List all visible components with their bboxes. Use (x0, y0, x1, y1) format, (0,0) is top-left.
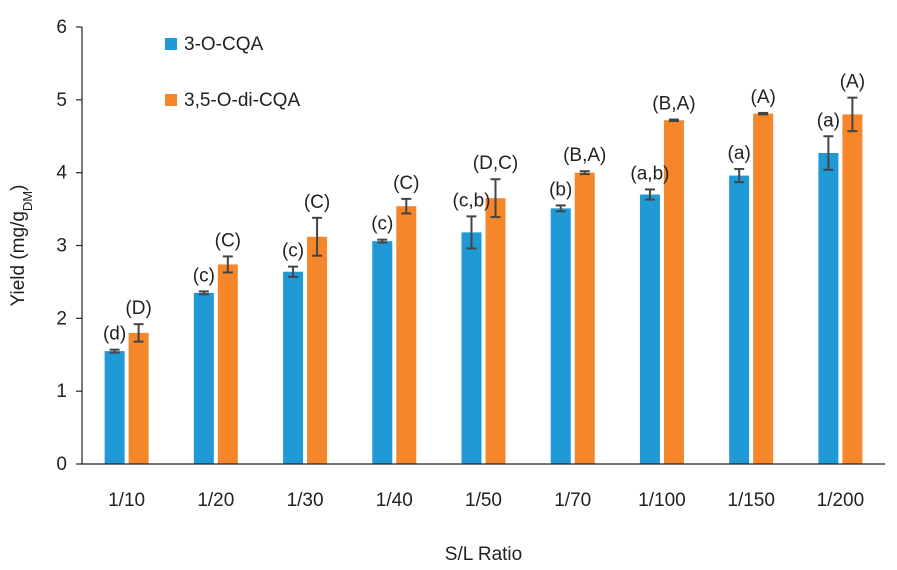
y-tick-label: 5 (56, 90, 67, 111)
bars (104, 96, 863, 465)
significance-label: (d) (103, 324, 126, 345)
bar (396, 206, 417, 465)
legend-label-3-5-o-di-cqa: 3,5-O-di-CQA (184, 90, 300, 111)
bar (283, 271, 304, 464)
bar (842, 114, 863, 465)
significance-label: (B,A) (652, 93, 695, 114)
bar (753, 113, 774, 465)
y-tick-labels: 0 1 2 3 4 5 6 (56, 17, 82, 475)
significance-label: (C) (393, 173, 419, 194)
y-axis-title: Yield (mg/gDM) (8, 185, 35, 307)
legend-swatch-3-o-cqa (165, 38, 177, 50)
y-tick-label: 1 (56, 381, 67, 402)
x-axis-title: S/L Ratio (445, 544, 522, 565)
y-tick-label: 2 (56, 308, 67, 329)
legend: 3-O-CQA 3,5-O-di-CQA (165, 34, 300, 111)
x-tick-label: 1/150 (727, 490, 775, 511)
significance-label: (c,b) (453, 190, 491, 211)
bar (485, 198, 506, 465)
y-tick-label: 0 (56, 454, 67, 475)
significance-label: (C) (215, 230, 241, 251)
bar (104, 351, 125, 464)
significance-label: (A) (751, 87, 776, 108)
y-tick-label: 4 (56, 163, 67, 184)
significance-label: (a,b) (630, 163, 669, 184)
bar (663, 120, 684, 464)
bar (729, 175, 750, 464)
significance-label: (c) (371, 214, 393, 235)
x-tick-label: 1/200 (817, 490, 865, 511)
significance-label: (a) (728, 143, 751, 164)
bar (574, 172, 595, 464)
y-axis-title-close: ) (8, 185, 29, 191)
bar (461, 232, 482, 464)
x-tick-label: 1/50 (465, 490, 502, 511)
significance-label: (c) (193, 265, 215, 286)
significance-label: (a) (817, 110, 840, 131)
y-tick-label: 3 (56, 236, 67, 257)
x-tick-labels: 1/10 1/20 1/30 1/40 1/50 1/70 1/100 1/150 1/200 (108, 490, 864, 511)
significance-label: (D,C) (473, 153, 518, 174)
x-tick-label: 1/40 (376, 490, 413, 511)
x-tick-label: 1/30 (287, 490, 324, 511)
significance-label: (C) (304, 192, 330, 213)
bar (639, 194, 660, 464)
bar (550, 208, 571, 464)
significance-label: (A) (840, 72, 865, 93)
legend-label-3-o-cqa: 3-O-CQA (184, 34, 264, 55)
significance-label: (c) (282, 241, 304, 262)
x-tick-label: 1/10 (108, 490, 145, 511)
x-tick-label: 1/20 (197, 490, 234, 511)
x-tick-label: 1/100 (638, 490, 686, 511)
y-tick-label: 6 (56, 17, 67, 38)
bar (128, 332, 149, 464)
bar (307, 236, 328, 464)
bar (217, 264, 238, 464)
x-tick-label: 1/70 (554, 490, 591, 511)
bar (372, 241, 393, 464)
significance-label: (B,A) (563, 145, 606, 166)
significance-label: (b) (549, 179, 572, 200)
bar (193, 292, 214, 464)
significance-label: (D) (125, 298, 151, 319)
y-axis-title-main: Yield (mg/g (8, 211, 29, 306)
y-axis-title-subscript: DM (20, 191, 35, 211)
bar (818, 153, 839, 465)
significance-labels: (d)(D)(c)(C) (c)(C)(c)(C)(c,b)(D,C)(b)(B,… (103, 72, 865, 345)
legend-swatch-3-5-o-di-cqa (165, 94, 177, 106)
